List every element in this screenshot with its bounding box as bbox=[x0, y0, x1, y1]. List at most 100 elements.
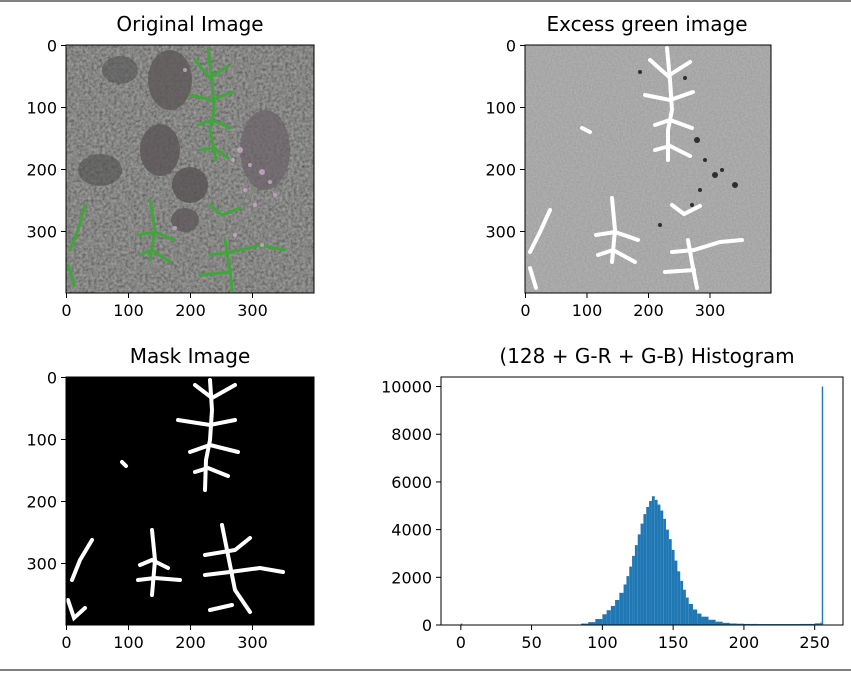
histogram-bar bbox=[619, 592, 624, 625]
original-ytick-label: 200 bbox=[26, 161, 57, 180]
histogram-bars bbox=[460, 386, 824, 625]
histogram-bar bbox=[588, 622, 596, 625]
original-xtick-label: 0 bbox=[61, 301, 71, 320]
histogram-bar bbox=[606, 610, 611, 625]
histogram-ytick-label: 2000 bbox=[391, 568, 432, 587]
histogram-bar bbox=[646, 506, 650, 625]
histogram-bar bbox=[634, 545, 638, 625]
histogram-xtick-label: 50 bbox=[521, 633, 541, 652]
mask-xtick-label: 100 bbox=[113, 633, 144, 652]
original-xtick-label: 200 bbox=[175, 301, 206, 320]
panel-excess-green-title: Excess green image bbox=[546, 12, 747, 36]
histogram-bar bbox=[654, 499, 658, 625]
original-ytick-label: 0 bbox=[47, 37, 57, 56]
histogram-bar bbox=[623, 584, 627, 625]
histogram-bar bbox=[680, 580, 684, 625]
histogram-bar bbox=[715, 621, 723, 625]
mask-image bbox=[66, 377, 314, 625]
histogram-bar bbox=[651, 496, 655, 625]
histogram-xtick-label: 150 bbox=[658, 633, 689, 652]
histogram-bar bbox=[643, 514, 647, 625]
histogram-bar bbox=[581, 623, 589, 625]
panel-original-title: Original Image bbox=[116, 12, 263, 36]
histogram-xtick-label: 0 bbox=[456, 633, 466, 652]
excess-green-ytick-label: 100 bbox=[485, 99, 516, 118]
histogram-bar bbox=[708, 619, 716, 625]
histogram-ytick-label: 6000 bbox=[391, 473, 432, 492]
excess-green-xtick-label: 0 bbox=[520, 301, 530, 320]
panel-mask-title: Mask Image bbox=[130, 344, 251, 368]
histogram-bar bbox=[736, 623, 744, 625]
histogram-bar bbox=[632, 555, 635, 625]
excess-green-xtick-label: 300 bbox=[695, 301, 726, 320]
original-ticks: 0 100 200 300 0 100 200 300 bbox=[26, 37, 267, 321]
histogram-ytick-label: 4000 bbox=[391, 521, 432, 540]
histogram-bar bbox=[660, 510, 664, 625]
histogram-bar bbox=[697, 613, 702, 625]
original-xtick-label: 100 bbox=[113, 301, 144, 320]
histogram-bar bbox=[666, 529, 669, 625]
histogram-bar bbox=[657, 504, 661, 625]
histogram-bar bbox=[668, 539, 672, 625]
panel-histogram: (128 + G-R + G-B) Histogram 0 50 100 150 200… bbox=[381, 344, 844, 652]
histogram-bar bbox=[821, 386, 824, 625]
mask-ytick-label: 200 bbox=[26, 493, 57, 512]
histogram-bar bbox=[685, 597, 689, 625]
panel-histogram-title: (128 + G-R + G-B) Histogram bbox=[499, 344, 794, 368]
histogram-bar bbox=[677, 571, 681, 625]
original-ytick-label: 300 bbox=[26, 223, 57, 242]
mask-ytick-label: 0 bbox=[47, 369, 57, 388]
panel-excess-green: Excess green image bbox=[485, 12, 772, 321]
histogram-bar bbox=[649, 501, 652, 625]
histogram-bar bbox=[671, 549, 675, 625]
histogram-xtick-label: 100 bbox=[587, 633, 618, 652]
histogram-ytick-label: 10000 bbox=[381, 378, 432, 397]
excess-green-xtick-label: 200 bbox=[633, 301, 664, 320]
histogram-xtick-label: 250 bbox=[799, 633, 830, 652]
excess-green-xtick-label: 100 bbox=[572, 301, 603, 320]
mask-xtick-label: 300 bbox=[237, 633, 268, 652]
histogram-bar bbox=[800, 623, 815, 625]
histogram-bar bbox=[701, 616, 709, 625]
histogram-xtick-label: 200 bbox=[729, 633, 760, 652]
histogram-bar bbox=[729, 623, 737, 625]
histogram-bar bbox=[615, 599, 620, 625]
histogram-bar bbox=[610, 605, 616, 625]
panel-mask: Mask Image 0 100 200 300 0 100 bbox=[26, 344, 315, 653]
histogram-bar bbox=[674, 560, 678, 625]
histogram-bar bbox=[683, 589, 686, 625]
histogram-bar bbox=[626, 576, 630, 625]
excess-green-image bbox=[525, 45, 771, 293]
mask-xtick-label: 200 bbox=[175, 633, 206, 652]
histogram-ytick-label: 8000 bbox=[391, 425, 432, 444]
histogram-bar bbox=[743, 623, 759, 625]
histogram-bar bbox=[637, 534, 641, 625]
histogram-ytick-label: 0 bbox=[422, 616, 432, 635]
original-xtick-label: 300 bbox=[237, 301, 268, 320]
histogram-bar bbox=[663, 518, 667, 625]
histogram-bar bbox=[722, 622, 730, 625]
excess-green-ytick-label: 0 bbox=[506, 37, 516, 56]
excess-green-ytick-label: 300 bbox=[485, 223, 516, 242]
excess-green-ytick-label: 200 bbox=[485, 161, 516, 180]
histogram-bar bbox=[814, 623, 821, 625]
original-image bbox=[66, 45, 314, 293]
original-ytick-label: 100 bbox=[26, 99, 57, 118]
histogram-bar bbox=[820, 622, 822, 625]
histogram-bar bbox=[460, 623, 463, 625]
histogram-bar bbox=[692, 609, 698, 625]
excess-green-ticks: 0 100 200 300 0 100 200 300 bbox=[485, 37, 725, 321]
histogram-bar bbox=[595, 619, 603, 625]
mask-ticks: 0 100 200 300 0 100 200 300 bbox=[26, 369, 267, 653]
histogram-axes-frame bbox=[440, 376, 844, 626]
mask-ytick-label: 300 bbox=[26, 555, 57, 574]
histogram-bar bbox=[602, 614, 607, 625]
histogram-bar bbox=[688, 604, 693, 625]
histogram-bar bbox=[629, 566, 633, 625]
mask-xtick-label: 0 bbox=[61, 633, 71, 652]
histogram-bar bbox=[640, 523, 644, 625]
panel-original: Original Image bbox=[26, 12, 315, 321]
mask-ytick-label: 100 bbox=[26, 431, 57, 450]
histogram-ticks: 0 50 100 150 200 250 0 2000 4000 6000 8000 10000 bbox=[381, 378, 830, 652]
